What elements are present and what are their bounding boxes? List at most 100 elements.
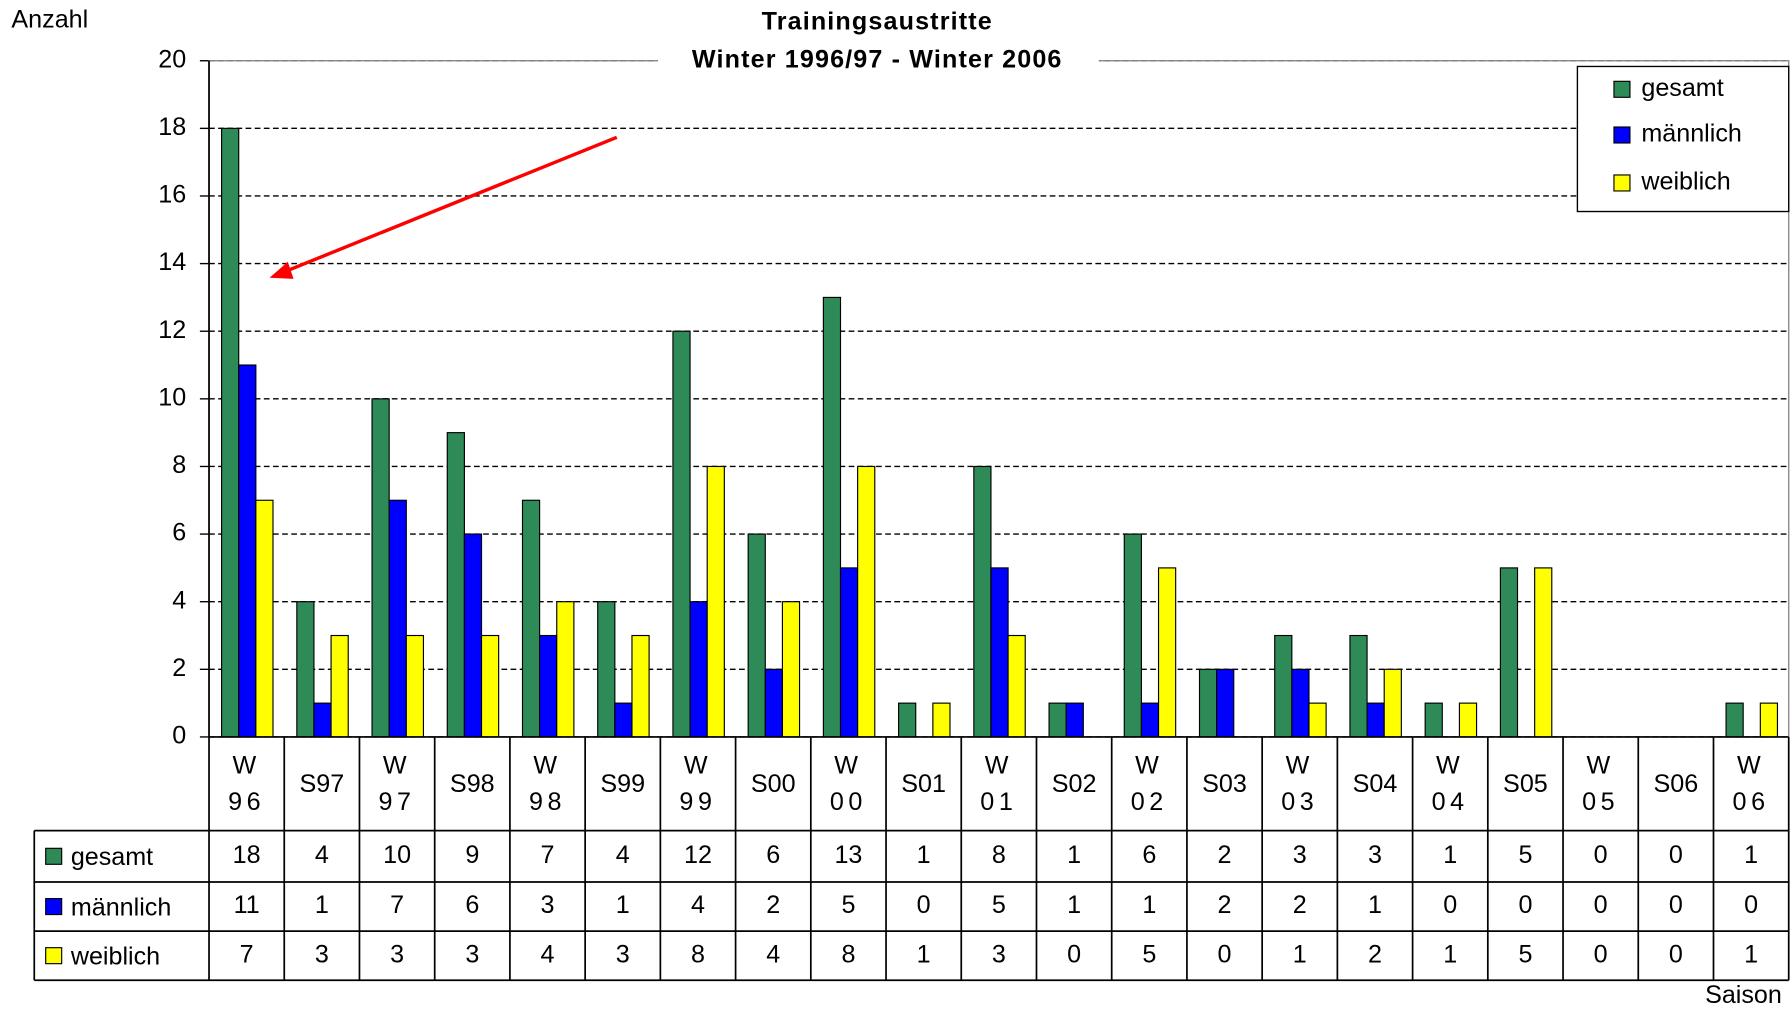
bar (1198, 668, 1218, 738)
bar (689, 601, 708, 738)
bar (1157, 567, 1177, 738)
x-tick-cell: W04 (1432, 751, 1465, 816)
legend-box (1576, 65, 1790, 213)
bar (631, 634, 650, 738)
legend-label: gesamt (1641, 74, 1723, 102)
x-tick-label: S99 (600, 768, 646, 798)
table-value: 0 (917, 891, 931, 919)
bar (822, 296, 842, 738)
table-value: 1 (1142, 891, 1156, 919)
bar (1366, 702, 1385, 738)
bar (238, 364, 257, 738)
title-background (657, 5, 1099, 77)
x-axis-label: Saison (1705, 981, 1782, 1009)
y-tick-label: 10 (158, 383, 186, 411)
bar (932, 702, 951, 738)
bar (839, 567, 859, 738)
bar (1424, 702, 1443, 738)
x-tick-cell: S03 (1202, 769, 1247, 798)
table-value: 1 (616, 891, 630, 919)
table-value: 0 (1669, 940, 1683, 968)
bar (539, 634, 558, 738)
x-tick-cell: W03 (1281, 751, 1314, 816)
bar (1499, 567, 1519, 738)
table-value: 3 (390, 940, 404, 968)
table-value: 5 (1142, 940, 1156, 968)
table-value: 1 (917, 940, 931, 968)
bar (1349, 634, 1368, 738)
bar (781, 601, 801, 738)
table-value: 18 (233, 841, 261, 869)
table-value: 1 (1368, 891, 1382, 919)
x-tick-cell: S99 (600, 768, 646, 798)
table-value: 0 (1518, 891, 1532, 919)
table-value: 4 (691, 891, 705, 919)
table-value: 5 (992, 891, 1006, 919)
bar (1123, 533, 1142, 738)
y-axis-label: Anzahl (11, 5, 88, 33)
bar (1534, 567, 1553, 738)
x-tick-label: W96 (228, 750, 266, 816)
x-tick-cell: W98 (528, 750, 567, 816)
y-tick-label: 12 (158, 316, 186, 344)
table-value: 7 (541, 841, 555, 869)
x-tick-cell: W00 (830, 751, 863, 816)
x-tick-label: S00 (750, 768, 796, 798)
table-value: 0 (1594, 841, 1608, 869)
table-value: 5 (1518, 841, 1532, 869)
table-row-label: männlich (71, 893, 171, 921)
table-value: 3 (465, 940, 479, 968)
bar (1216, 668, 1235, 738)
table-value: 7 (240, 940, 254, 968)
table-value: 6 (465, 891, 479, 919)
table-value: 2 (1368, 940, 1382, 968)
table-value: 0 (1443, 891, 1457, 919)
table-value: 0 (1669, 841, 1683, 869)
x-tick-label: W98 (528, 750, 567, 816)
table-value: 2 (1218, 891, 1232, 919)
x-tick-label: W97 (378, 750, 416, 816)
table-value: 1 (1443, 841, 1457, 869)
table-value: 9 (465, 841, 479, 869)
table-value: 1 (315, 891, 329, 919)
x-tick-cell: W05 (1582, 750, 1620, 816)
bar (898, 702, 917, 738)
table-value: 2 (766, 891, 780, 919)
bar (1383, 668, 1402, 738)
bar (556, 601, 575, 738)
table-value: 3 (616, 940, 630, 968)
table-value: 1 (1443, 940, 1457, 968)
table-value: 3 (1368, 841, 1382, 869)
table-value: 5 (1518, 940, 1532, 968)
bar (672, 330, 691, 738)
y-tick-label: 16 (158, 181, 186, 209)
x-tick-label: S04 (1352, 768, 1398, 798)
x-tick-label: W05 (1582, 750, 1620, 816)
y-tick-label: 14 (158, 248, 186, 276)
bar (330, 634, 349, 738)
legend-label: männlich (1641, 120, 1742, 148)
x-tick-label: S97 (299, 768, 345, 798)
arrow (280, 135, 618, 275)
table-value: 3 (1293, 841, 1307, 869)
table-value: 5 (841, 891, 855, 919)
x-tick-cell: S06 (1654, 769, 1699, 798)
y-tick-label: 0 (172, 722, 186, 750)
table-value: 2 (1218, 841, 1232, 869)
table-value: 1 (917, 841, 931, 869)
bar (1274, 634, 1293, 738)
table-value: 0 (1744, 891, 1758, 919)
bar (706, 465, 725, 738)
x-tick-label: S98 (449, 768, 495, 798)
y-tick-label: 20 (158, 45, 186, 73)
table-value: 3 (541, 891, 555, 919)
x-tick-cell: W01 (980, 751, 1013, 816)
x-tick-cell: W96 (228, 750, 266, 816)
bar (1291, 668, 1310, 738)
table-value: 2 (1293, 891, 1307, 919)
table-swatch (45, 847, 63, 865)
table-row-label: weiblich (70, 943, 160, 971)
bar (1140, 702, 1160, 738)
bar (973, 465, 992, 738)
